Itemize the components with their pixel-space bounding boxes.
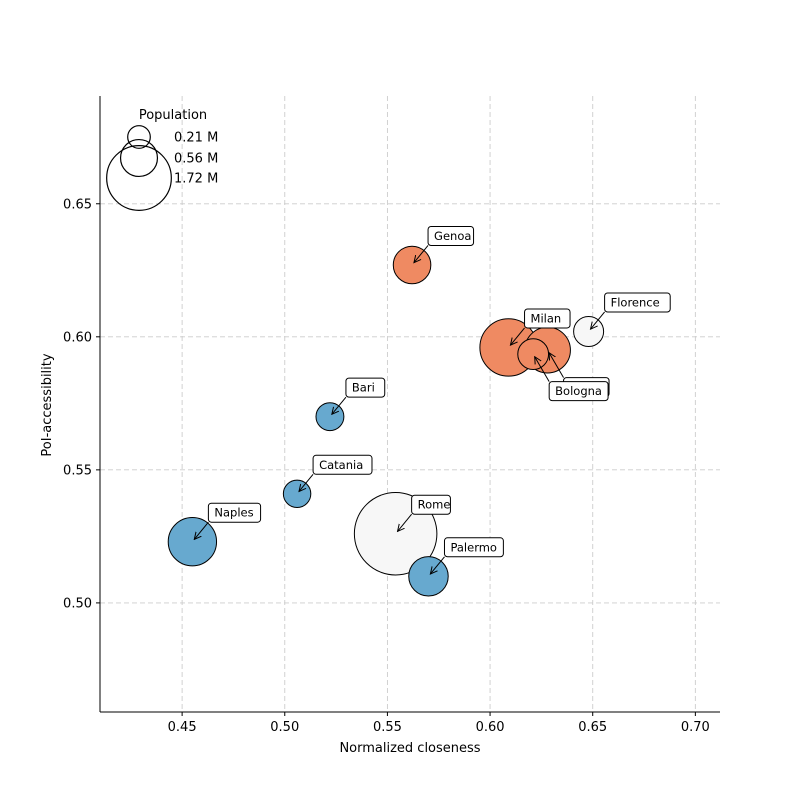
annotation-arrow-naples: [194, 521, 209, 539]
annotation-arrow-genoa: [414, 245, 429, 262]
x-tick-label: 0.50: [270, 720, 299, 735]
annotation-arrow-milan: [510, 327, 525, 345]
annotation-box-milan: [524, 308, 571, 329]
grid: [100, 96, 720, 712]
annotation-box-naples: [207, 502, 262, 523]
y-tick-label: 0.60: [63, 330, 92, 345]
annotation-box-genoa: [427, 225, 475, 246]
legend-label: 1.72 M: [174, 172, 218, 187]
annotation-label-palermo: Palermo: [450, 540, 497, 554]
annotation-label-naples: Naples: [214, 506, 253, 520]
bubble-bologna: [517, 338, 550, 371]
bubble-naples: [167, 517, 218, 567]
annotation-box-bologna: [548, 381, 609, 402]
annotation-arrow-turin: [549, 353, 564, 378]
annotation-arrow-rome: [398, 513, 413, 531]
bubble-palermo: [408, 556, 449, 597]
x-tick-label: 0.60: [476, 720, 505, 735]
bubble-catania: [282, 479, 312, 509]
x-tick-label: 0.70: [681, 720, 710, 735]
data-points: [167, 245, 605, 597]
annotation-arrow-catania: [299, 473, 314, 491]
annotation-box-catania: [312, 454, 373, 475]
y-axis-title: PoI-accessibility: [40, 353, 55, 456]
bubble-bari: [315, 402, 345, 432]
legend-marker: [127, 125, 151, 149]
annotations: RomeMilanNaplesTurinPalermoGenoaBolognaF…: [194, 225, 671, 574]
annotation-label-bologna: Bologna: [555, 384, 602, 398]
annotation-label-florence: Florence: [611, 295, 660, 309]
bubble-genoa: [392, 245, 432, 285]
legend: Population 0.21 M 0.56 M 1.72 M: [106, 108, 218, 211]
annotation-arrow-palermo: [430, 556, 445, 574]
legend-title: Population: [139, 108, 207, 123]
annotation-arrow-florence: [591, 311, 605, 329]
annotation-label-bari: Bari: [352, 381, 375, 395]
y-tick-label: 0.50: [63, 596, 92, 611]
legend-label: 0.56 M: [174, 152, 218, 167]
legend-marker: [106, 145, 172, 211]
x-axis-title: Normalized closeness: [339, 741, 480, 756]
axes: 0.45 0.50 0.55 0.60 0.65 0.70 0.50 0.55 0.60 0.65: [63, 96, 720, 735]
x-tick-label: 0.45: [168, 720, 197, 735]
annotation-box-rome: [411, 494, 451, 515]
bubble-florence: [573, 315, 605, 347]
annotation-box-florence: [604, 292, 671, 313]
annotation-arrow-bologna: [535, 357, 550, 382]
y-tick-label: 0.65: [63, 197, 92, 212]
legend-marker: [119, 138, 159, 178]
annotation-label-milan: Milan: [531, 311, 562, 325]
x-tick-label: 0.65: [578, 720, 607, 735]
y-tick-label: 0.55: [63, 463, 92, 478]
annotation-box-palermo: [443, 537, 504, 558]
x-tick-label: 0.55: [373, 720, 402, 735]
annotation-label-rome: Rome: [418, 498, 451, 512]
annotation-arrow-bari: [332, 396, 347, 414]
annotation-box-bari: [345, 377, 386, 398]
legend-label: 0.21 M: [174, 131, 218, 146]
annotation-label-genoa: Genoa: [434, 229, 471, 243]
annotation-label-catania: Catania: [319, 458, 363, 472]
